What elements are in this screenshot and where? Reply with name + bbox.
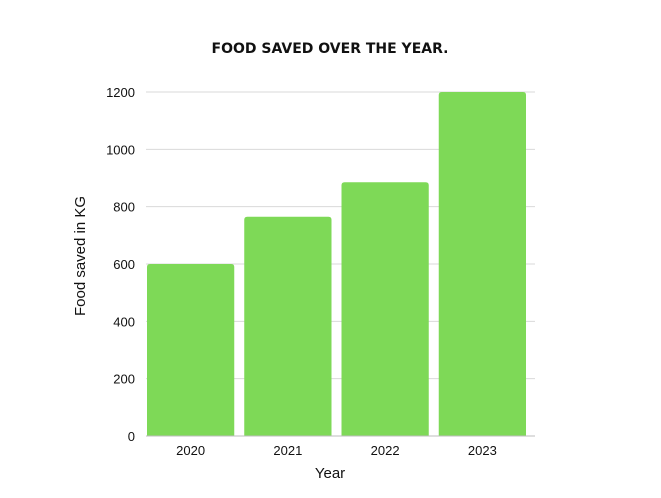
bar-2022 <box>341 182 429 436</box>
y-tick-label: 600 <box>113 257 135 272</box>
x-tick-label: 2021 <box>273 443 302 458</box>
x-tick-label: 2022 <box>371 443 400 458</box>
y-tick-label: 1200 <box>106 85 135 100</box>
y-axis-ticks: 0 200 400 600 800 1000 1200 <box>106 85 135 444</box>
x-tick-label: 2020 <box>176 443 205 458</box>
x-axis-label: Year <box>315 465 345 482</box>
y-tick-label: 200 <box>113 372 135 387</box>
y-tick-label: 400 <box>113 314 135 329</box>
x-axis-ticks: 2020 2021 2022 2023 <box>176 443 497 458</box>
bars <box>147 92 526 436</box>
bar-2020 <box>147 264 235 436</box>
y-tick-label: 0 <box>128 429 135 444</box>
x-tick-label: 2023 <box>468 443 497 458</box>
y-tick-label: 1000 <box>106 142 135 157</box>
bar-2023 <box>438 92 526 436</box>
bar-2021 <box>244 216 332 436</box>
y-axis-label: Food saved in KG <box>72 196 89 316</box>
y-tick-label: 800 <box>113 200 135 215</box>
chart-title: FOOD SAVED OVER THE YEAR. <box>212 41 449 57</box>
